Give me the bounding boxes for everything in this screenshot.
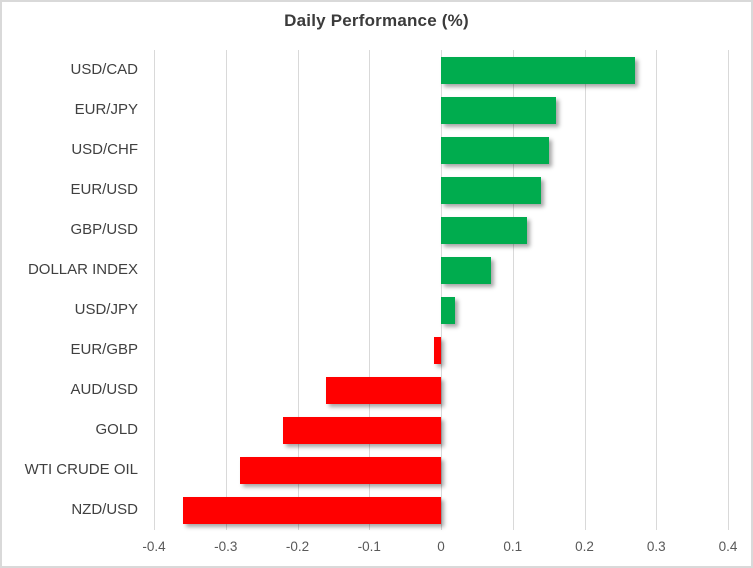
bar-dollar-index <box>441 256 492 284</box>
bar-nzd-usd <box>182 496 441 524</box>
bar-eur-jpy <box>441 96 556 124</box>
category-label-usd-cad: USD/CAD <box>70 61 138 78</box>
bar-wti-crude-oil <box>240 456 441 484</box>
x-tick-label-0.3: 0.3 <box>646 539 666 554</box>
x-tick-label-0.4: 0.4 <box>718 539 738 554</box>
x-tick-label-0.2: 0.2 <box>575 539 594 554</box>
x-tick-label--0.4: -0.4 <box>142 539 166 554</box>
category-label-eur-jpy: EUR/JPY <box>74 101 138 118</box>
x-tick-label-0: 0 <box>437 539 445 554</box>
bar-usd-chf <box>441 136 549 164</box>
bar-usd-cad <box>441 56 635 84</box>
category-label-gbp-usd: GBP/USD <box>70 221 138 238</box>
bar-eur-usd <box>441 176 542 204</box>
gridline--0.1 <box>369 50 371 530</box>
plot-area <box>154 50 729 530</box>
category-label-eur-gbp: EUR/GBP <box>70 341 138 358</box>
category-label-usd-chf: USD/CHF <box>71 141 138 158</box>
category-axis: USD/CAD EUR/JPY USD/CHF EUR/USD GBP/USD DOLLA… <box>2 50 138 530</box>
gridline--0.3 <box>225 50 227 530</box>
category-label-aud-usd: AUD/USD <box>70 381 138 398</box>
gridline-0.4 <box>728 50 729 530</box>
bar-gbp-usd <box>441 216 528 244</box>
category-label-dollar-index: DOLLAR INDEX <box>27 261 138 278</box>
category-label-gold: GOLD <box>95 421 138 438</box>
bar-eur-gbp <box>433 336 441 364</box>
gridline-0.2 <box>584 50 586 530</box>
category-label-nzd-usd: NZD/USD <box>71 501 138 518</box>
gridline-0 <box>441 50 442 530</box>
bar-usd-jpy <box>441 296 456 324</box>
bar-gold <box>283 416 441 444</box>
gridline--0.4 <box>154 50 155 530</box>
x-tick-label--0.3: -0.3 <box>214 539 238 554</box>
chart-title: Daily Performance (%) <box>284 11 469 30</box>
gridline--0.2 <box>297 50 299 530</box>
x-tick-label--0.1: -0.1 <box>357 539 381 554</box>
gridline-0.3 <box>656 50 658 530</box>
value-axis: -0.4 -0.3 -0.2 -0.1 0 0.1 0.2 0.3 0.4 <box>142 539 737 559</box>
bar-aud-usd <box>326 376 441 404</box>
x-tick-label-0.1: 0.1 <box>503 539 523 554</box>
category-label-wti-crude-oil: WTI CRUDE OIL <box>24 461 138 478</box>
category-label-eur-usd: EUR/USD <box>70 181 138 198</box>
x-tick-label--0.2: -0.2 <box>285 539 310 554</box>
category-label-usd-jpy: USD/JPY <box>74 301 138 318</box>
gridline-0.1 <box>512 50 514 530</box>
